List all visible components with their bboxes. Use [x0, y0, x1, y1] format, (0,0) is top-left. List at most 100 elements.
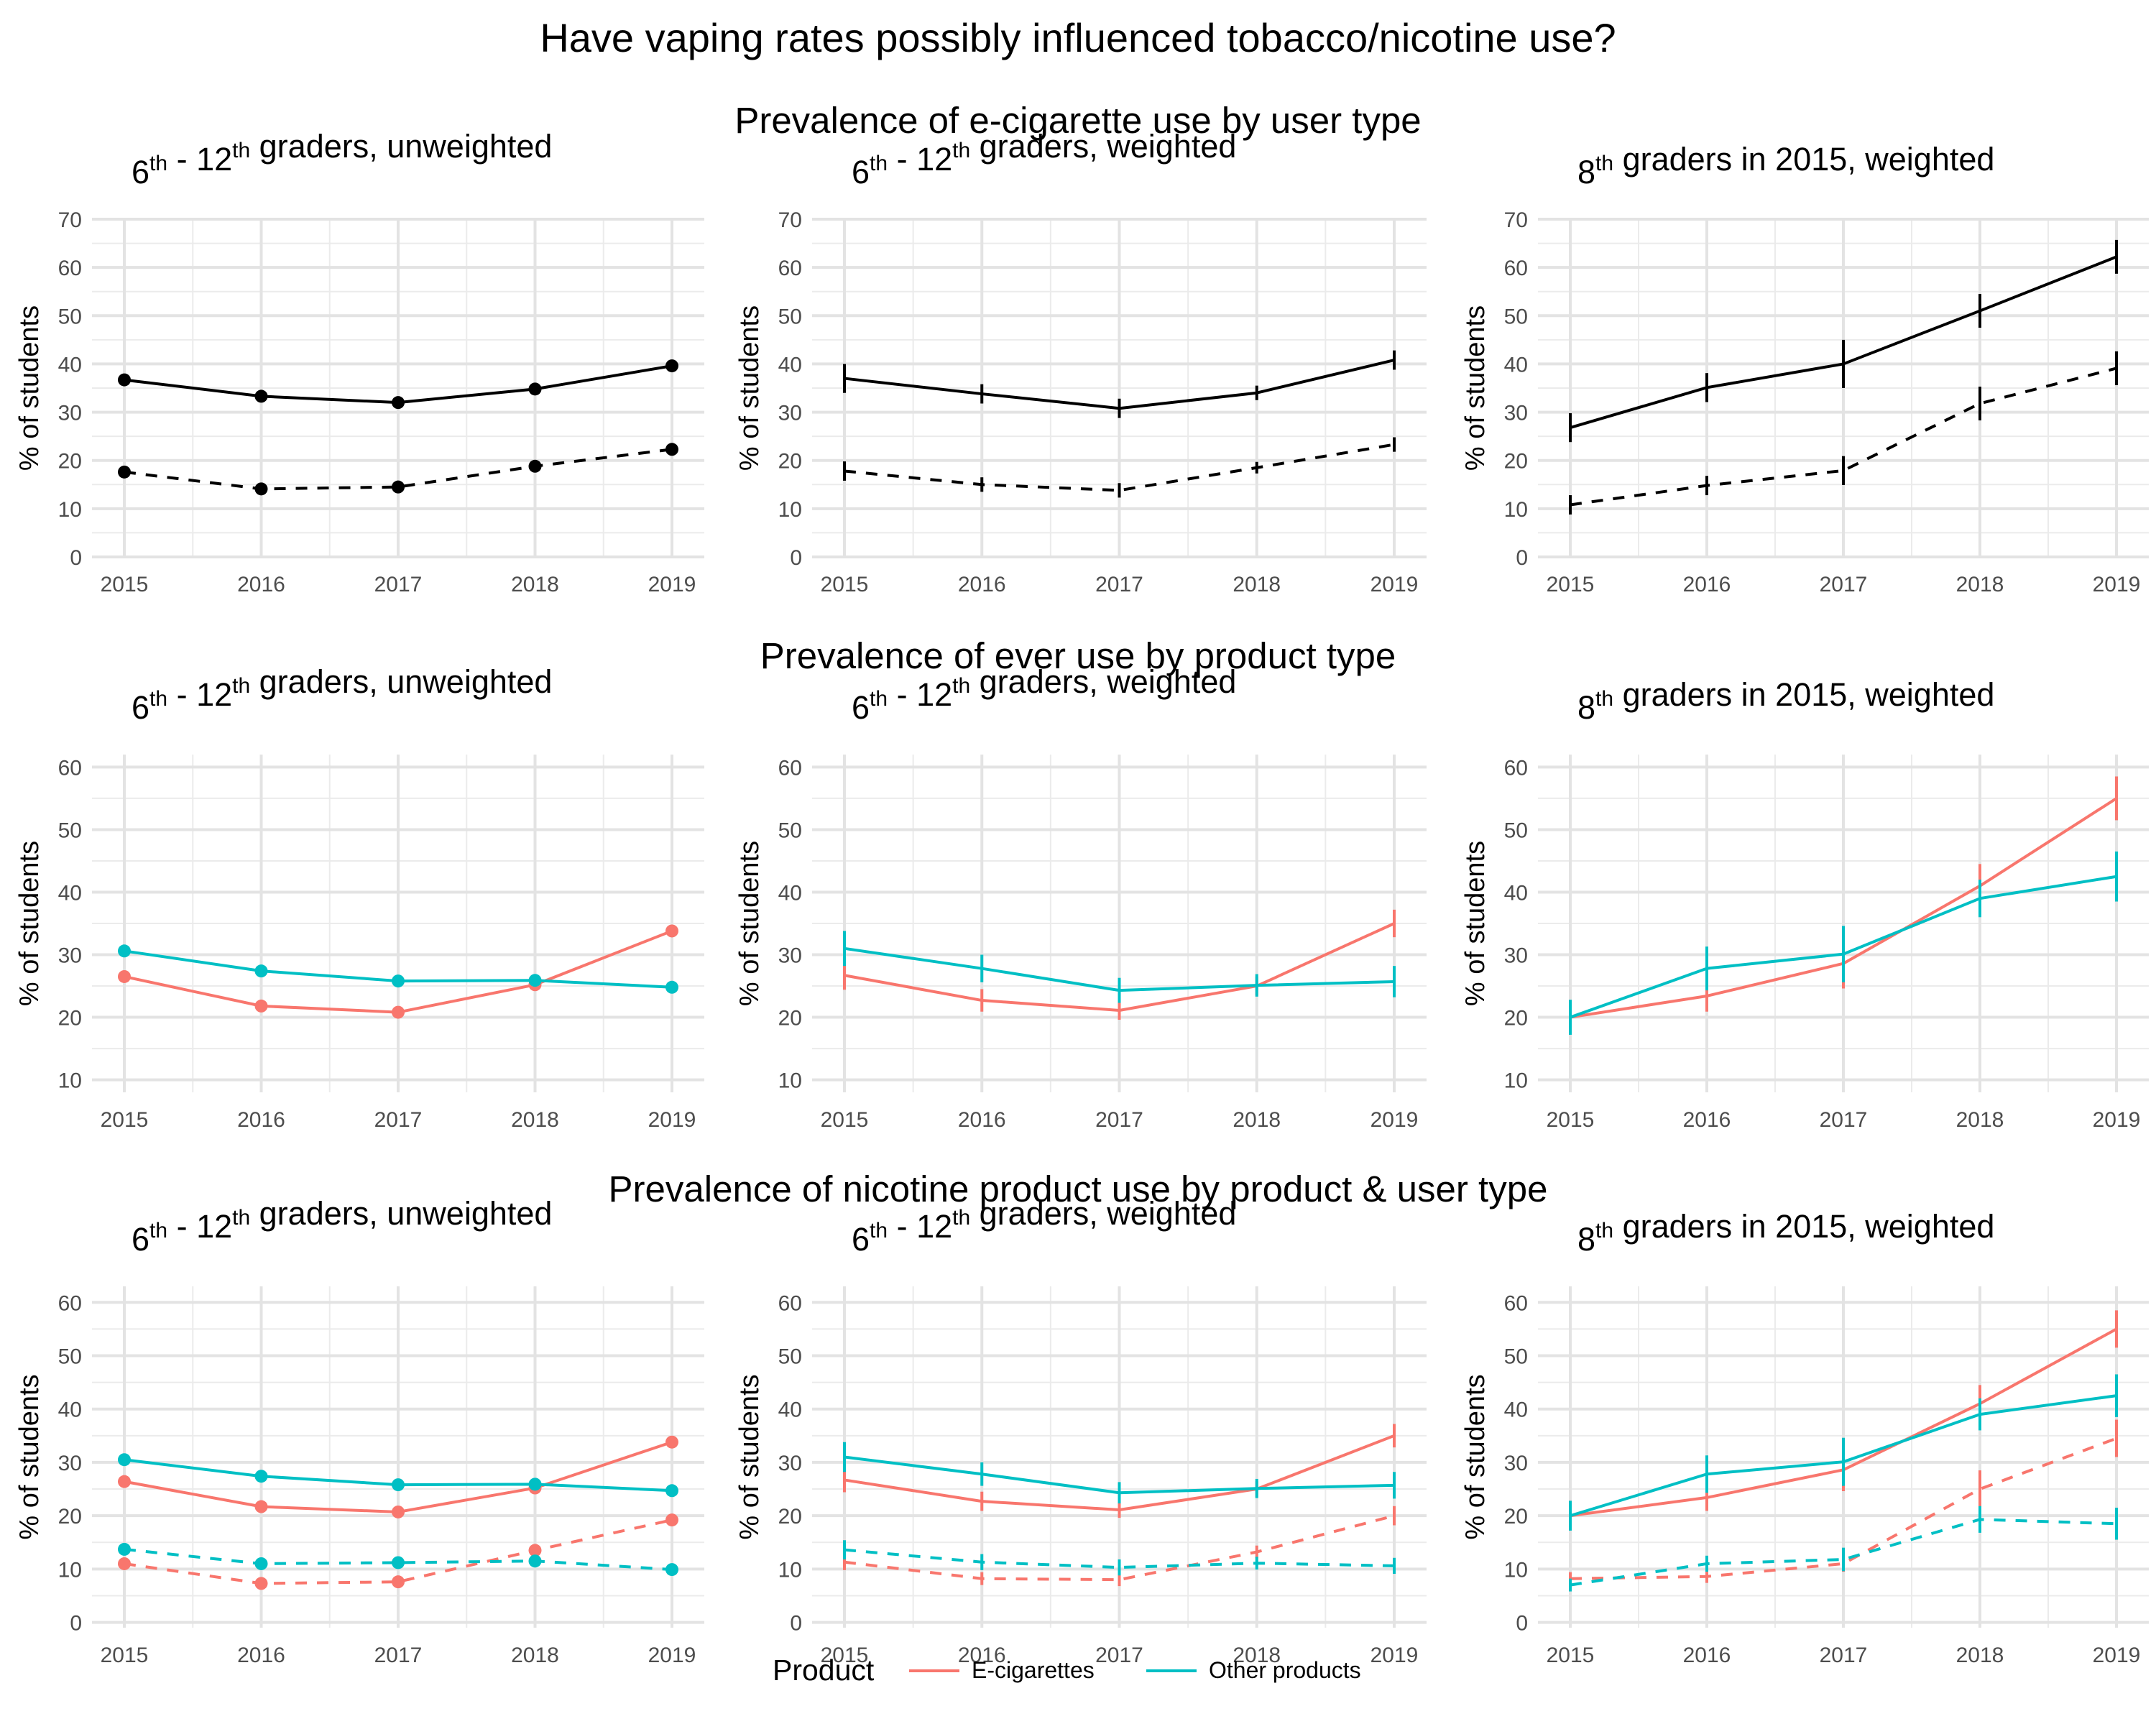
y-tick-label: 60: [778, 1291, 802, 1315]
data-point-ecig: [665, 924, 678, 938]
data-point-other: [254, 964, 268, 978]
legend-label-ecig: E-cigarettes: [972, 1657, 1095, 1683]
y-tick-label: 20: [58, 1505, 82, 1529]
y-axis-label: % of students: [14, 1374, 45, 1539]
y-tick-label: 10: [58, 498, 82, 522]
panel-title: 6th - 12th graders, unweighted: [132, 1195, 552, 1258]
y-tick-label: 30: [778, 1452, 802, 1475]
y-tick-label: 0: [1516, 546, 1528, 570]
panels-group: 2015 2016 2017 2018 2019 0 10 20 30 40 50 60 70 % of …: [14, 128, 2149, 1667]
x-tick-label: 2019: [1370, 1644, 1419, 1667]
x-tick-label: 2016: [1683, 1644, 1731, 1667]
y-tick-label: 70: [58, 208, 82, 232]
panel-title: 6th - 12th graders, unweighted: [132, 128, 552, 190]
data-point-ecig-b: [118, 1557, 131, 1570]
x-tick-label: 2019: [648, 1644, 696, 1667]
y-tick-label: 50: [778, 819, 802, 842]
data-point-other-b: [665, 1563, 678, 1577]
panel-1-1: 2015 2016 2017 2018 2019 0 10 20 30 40 50 60 70 % of …: [14, 128, 704, 596]
series-line-other-b: [1570, 1518, 2117, 1587]
series-line-b: [1570, 367, 2117, 507]
x-tick-label: 2015: [821, 573, 869, 596]
data-point-b: [254, 482, 268, 496]
data-point-a: [118, 373, 131, 387]
y-tick-label: 0: [790, 546, 802, 570]
data-point-b: [528, 459, 542, 473]
data-point-ecig-b: [528, 1544, 542, 1557]
x-tick-label: 2016: [237, 1108, 285, 1132]
series-line-ecig-b: [124, 1518, 673, 1585]
data-point-ecig-b: [665, 1513, 678, 1527]
data-point-other: [528, 974, 542, 987]
y-tick-label: 20: [778, 1007, 802, 1031]
data-point-other-a: [665, 1484, 678, 1498]
y-tick-label: 10: [58, 1069, 82, 1093]
x-tick-label: 2015: [1547, 1108, 1595, 1132]
data-point-ecig-b: [392, 1575, 405, 1589]
y-tick-label: 40: [1504, 353, 1528, 377]
y-axis-label: % of students: [1460, 841, 1491, 1006]
x-tick-label: 2016: [958, 573, 1006, 596]
x-tick-label: 2015: [821, 1108, 869, 1132]
panel-3-2: 2015 2016 2017 2018 2019 0 10 20 30 40 50 60 % of st…: [734, 1195, 1427, 1667]
y-tick-label: 30: [778, 944, 802, 968]
x-tick-label: 2018: [1956, 573, 2004, 596]
x-tick-label: 2018: [511, 573, 559, 596]
y-tick-label: 40: [778, 353, 802, 377]
y-tick-label: 70: [1504, 208, 1528, 232]
x-tick-label: 2017: [1095, 573, 1143, 596]
y-tick-label: 20: [778, 1505, 802, 1529]
data-point-other: [392, 974, 405, 988]
panel-1-2: 2015 2016 2017 2018 2019 0 10 20 30 40 50 60 70 % of …: [734, 128, 1427, 596]
y-tick-label: 20: [1504, 1007, 1528, 1031]
y-tick-label: 50: [778, 1345, 802, 1368]
panel-1-3: 2015 2016 2017 2018 2019 0 10 20 30 40 50 60 70 % of …: [1460, 141, 2149, 596]
data-point-other: [665, 980, 678, 994]
data-point-other-a: [528, 1478, 542, 1491]
y-tick-label: 10: [1504, 1069, 1528, 1093]
y-tick-label: 40: [778, 1398, 802, 1422]
y-tick-label: 40: [58, 881, 82, 905]
y-tick-label: 60: [58, 756, 82, 780]
data-point-other-a: [254, 1470, 268, 1483]
legend-label-other: Other products: [1209, 1657, 1361, 1683]
y-tick-label: 10: [1504, 1558, 1528, 1582]
x-tick-label: 2016: [958, 1644, 1006, 1667]
x-tick-label: 2018: [511, 1644, 559, 1667]
data-point-ecig-a: [665, 1435, 678, 1449]
y-tick-label: 20: [778, 450, 802, 474]
data-point-other-b: [392, 1556, 405, 1569]
x-tick-label: 2016: [237, 1644, 285, 1667]
legend-title: Product: [773, 1654, 875, 1687]
x-tick-label: 2017: [1095, 1108, 1143, 1132]
y-tick-label: 0: [790, 1612, 802, 1636]
y-tick-label: 40: [1504, 881, 1528, 905]
data-point-ecig-a: [392, 1505, 405, 1518]
y-tick-label: 30: [58, 1452, 82, 1475]
x-tick-label: 2015: [101, 1108, 149, 1132]
data-point-b: [392, 480, 405, 494]
x-tick-label: 2019: [2093, 1644, 2141, 1667]
y-axis-label: % of students: [14, 305, 45, 471]
y-tick-label: 40: [1504, 1398, 1528, 1422]
panel-3-3: 2015 2016 2017 2018 2019 0 10 20 30 40 50 60 % of st…: [1460, 1208, 2149, 1667]
x-tick-label: 2017: [1820, 573, 1868, 596]
data-point-other: [118, 944, 131, 958]
x-tick-label: 2018: [511, 1108, 559, 1132]
y-tick-label: 40: [778, 881, 802, 905]
x-tick-label: 2015: [101, 573, 149, 596]
x-tick-label: 2019: [2093, 1108, 2141, 1132]
panel-3-1: 2015 2016 2017 2018 2019 0 10 20 30 40 50 60 % of st…: [14, 1195, 704, 1667]
y-axis-label: % of students: [14, 841, 45, 1006]
data-point-ecig: [118, 969, 131, 983]
row-title-nicotine-use: Prevalence of nicotine product use by pr…: [609, 1168, 1548, 1209]
y-tick-label: 30: [1504, 1452, 1528, 1475]
x-tick-label: 2019: [1370, 1108, 1419, 1132]
data-point-a: [528, 382, 542, 396]
y-tick-label: 60: [58, 257, 82, 280]
x-tick-label: 2015: [1547, 1644, 1595, 1667]
legend: Product E-cigarettes Other products: [773, 1654, 1361, 1687]
y-axis-label: % of students: [1460, 1374, 1491, 1539]
y-tick-label: 10: [778, 1558, 802, 1582]
